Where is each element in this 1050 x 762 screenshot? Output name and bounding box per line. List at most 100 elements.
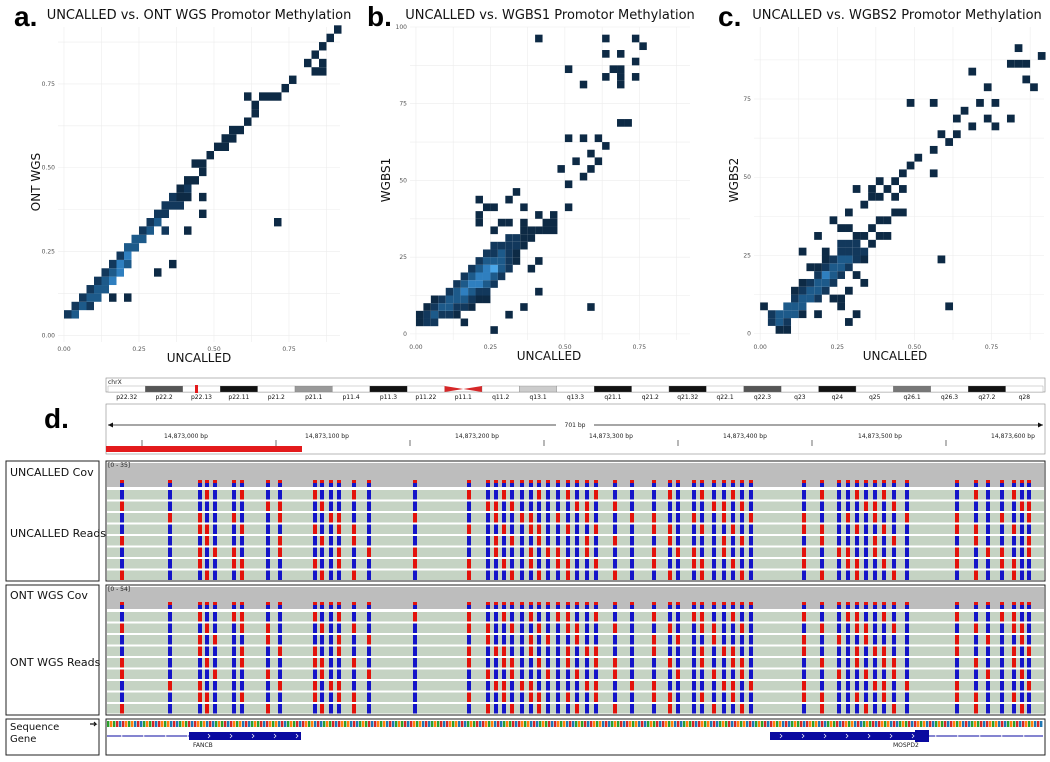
heatmap-cell [146, 218, 154, 227]
cpg-call [337, 612, 341, 622]
heatmap-cell [505, 310, 513, 319]
coverage-unmeth [205, 483, 209, 487]
cpg-call [467, 669, 471, 679]
cpg-call [198, 501, 202, 511]
cpg-call [594, 547, 598, 557]
cpg-call [731, 536, 735, 546]
cpg-call [337, 635, 341, 645]
cpg-call [722, 623, 726, 633]
coverage-unmeth [652, 605, 656, 609]
band-label: q24 [832, 394, 844, 401]
cpg-call [846, 490, 850, 500]
base [905, 721, 908, 727]
cpg-call [232, 501, 236, 511]
cpg-call [864, 524, 868, 534]
strand-chevron-icon [889, 733, 893, 739]
y-tick-label: 0 [747, 331, 751, 338]
ont-label-box [5, 584, 100, 716]
cpg-call [413, 513, 417, 523]
cpg-call [855, 623, 859, 633]
cpg-call [1000, 570, 1004, 580]
cpg-call [986, 646, 990, 656]
cpg-call [566, 513, 570, 523]
heatmap-cell [169, 259, 177, 269]
cpg-call [986, 490, 990, 500]
heatmap-cell [875, 216, 884, 225]
base [500, 721, 503, 727]
cpg-call [1020, 524, 1024, 534]
cpg-call [1012, 658, 1016, 668]
cpg-call [892, 501, 896, 511]
heatmap-cell [116, 259, 124, 269]
heatmap-cell [475, 272, 483, 281]
ruler-label: 14,873,200 bp [455, 433, 499, 440]
base [995, 721, 998, 727]
band-label: q21.32 [677, 394, 698, 401]
cpg-call [892, 623, 896, 633]
cpg-call [413, 524, 417, 534]
ideogram-band [743, 385, 782, 393]
coverage-meth [731, 480, 735, 483]
cpg-call [855, 635, 859, 645]
cpg-call [413, 669, 417, 679]
cpg-call [1020, 669, 1024, 679]
heatmap-cell [594, 134, 603, 143]
cpg-call [529, 692, 533, 702]
x-tick-label: 0.00 [753, 344, 767, 351]
base [170, 721, 173, 727]
heatmap-cell [453, 310, 461, 319]
cpg-call [585, 524, 589, 534]
cpg-call [974, 536, 978, 546]
cpg-call [575, 692, 579, 702]
heatmap-cell [334, 25, 342, 34]
cpg-call [232, 681, 236, 691]
coverage-meth [955, 480, 959, 483]
cpg-call [232, 536, 236, 546]
base [281, 721, 284, 727]
cpg-call [575, 646, 579, 656]
cpg-call [855, 646, 859, 656]
base [686, 721, 689, 727]
heatmap-cell [490, 203, 498, 212]
coverage-unmeth [1020, 605, 1024, 609]
cpg-call [367, 570, 371, 580]
base [551, 721, 554, 727]
cpg-call [820, 646, 824, 656]
cpg-call [494, 547, 498, 557]
cpg-call [352, 704, 356, 714]
base [431, 721, 434, 727]
heatmap-cell [821, 255, 830, 264]
cpg-call [652, 692, 656, 702]
coverage-meth [974, 602, 978, 605]
coverage-unmeth [320, 483, 324, 487]
cpg-call [740, 635, 744, 645]
cpg-call [320, 612, 324, 622]
cpg-call [575, 547, 579, 557]
cpg-call [266, 704, 270, 714]
cpg-call [1012, 623, 1016, 633]
base [683, 721, 686, 727]
base [539, 721, 542, 727]
base [269, 721, 272, 727]
base [644, 721, 647, 727]
heatmap-cell [852, 255, 861, 264]
cpg-call [882, 646, 886, 656]
base [467, 721, 470, 727]
cpg-call [882, 547, 886, 557]
cpg-call [266, 658, 270, 668]
cpg-call [1000, 547, 1004, 557]
cpg-call [198, 658, 202, 668]
cpg-call [546, 681, 550, 691]
coverage-unmeth [520, 605, 524, 609]
cpg-call [1000, 559, 1004, 569]
cpg-call [668, 646, 672, 656]
coverage-meth [566, 602, 570, 605]
cpg-call [537, 524, 541, 534]
base [350, 721, 353, 727]
heatmap-cell [79, 293, 87, 302]
base [779, 721, 782, 727]
base [272, 721, 275, 727]
heatmap-cell [520, 226, 528, 235]
cpg-call [278, 524, 282, 534]
heatmap-cell [475, 264, 483, 273]
